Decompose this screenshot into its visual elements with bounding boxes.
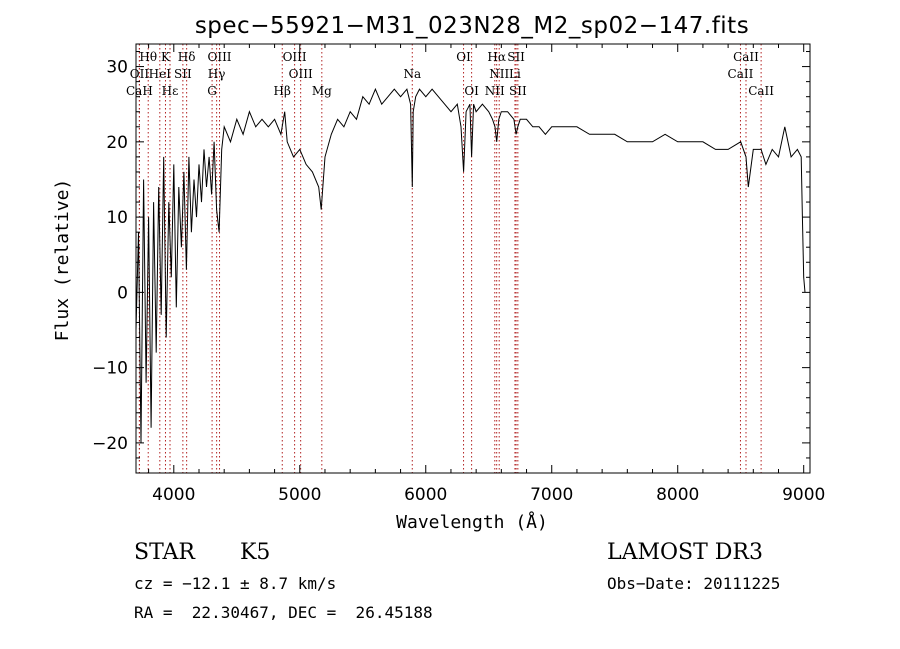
spectral-line-label: OIII: [289, 67, 313, 81]
coordinates: RA = 22.30467, DEC = 26.45188: [134, 603, 433, 622]
y-axis-ticks: −20 −10 0 10 20 30: [92, 51, 810, 459]
spectral-line-label: SII: [509, 84, 527, 98]
x-tick-label: 6000: [404, 485, 447, 505]
spectral-line-label: Hε: [162, 84, 179, 98]
spectral-line-label: Mg: [312, 84, 332, 98]
spectral-line-label: HeI: [149, 67, 172, 81]
y-tick-label: 20: [106, 133, 128, 153]
x-tick-label: 7000: [530, 485, 573, 505]
spectral-line-label: Hγ: [208, 67, 226, 81]
spectral-line-label: Hβ: [274, 84, 291, 98]
spectral-line-label: Hθ: [139, 50, 157, 64]
y-tick-label: 10: [106, 208, 128, 228]
spectral-line-label: SII: [507, 50, 525, 64]
y-tick-label: −20: [92, 434, 128, 454]
spectral-line-label: CaII: [733, 50, 759, 64]
spectral-line-label: CaII: [728, 67, 754, 81]
spectral-line-label: K: [161, 50, 171, 64]
x-axis-label: Wavelength (Å): [396, 511, 548, 533]
spectral-line-label: OIII: [283, 50, 307, 64]
spectral-line-markers: [138, 44, 762, 473]
plot-frame: [135, 43, 811, 474]
spectral-line-label: NII: [485, 84, 505, 98]
spectrum-series-line: [135, 87, 806, 443]
y-tick-label: 0: [117, 283, 128, 303]
survey-name: LAMOST DR3: [607, 540, 763, 565]
y-tick-label: −10: [92, 359, 128, 379]
spectral-line-label: Na: [403, 67, 421, 81]
x-tick-label: 4000: [152, 485, 195, 505]
x-tick-label: 5000: [278, 485, 321, 505]
object-subclass: K5: [240, 540, 271, 565]
x-axis-ticks: 4000 5000 6000 7000 8000 9000: [148, 44, 825, 505]
observation-date: Obs−Date: 20111225: [607, 574, 781, 593]
x-tick-label: 9000: [782, 485, 825, 505]
y-axis-label: Flux (relative): [52, 179, 73, 342]
spectral-line-label: OIII: [207, 50, 231, 64]
spectral-line-label: G: [207, 84, 217, 98]
spectral-line-label: Li: [509, 67, 521, 81]
spectral-line-label: Hα: [487, 50, 506, 64]
spectral-line-label: OI: [464, 84, 479, 98]
y-tick-label: 30: [106, 58, 128, 78]
spectral-line-label: OII: [130, 67, 150, 81]
spectral-line-label: NII: [489, 67, 509, 81]
chart-title: spec−55921−M31_023N28_M2_sp02−147.fits: [195, 13, 749, 39]
spectral-line-label: CaII: [748, 84, 774, 98]
object-class: STAR: [134, 540, 195, 565]
spectral-line-label: Hδ: [178, 50, 196, 64]
x-tick-label: 8000: [656, 485, 699, 505]
redshift-cz: cz = −12.1 ± 8.7 km/s: [134, 574, 337, 593]
spectral-line-label: CaH: [126, 84, 153, 98]
spectral-line-label: OI: [456, 50, 471, 64]
spectral-line-label: SII: [174, 67, 192, 81]
